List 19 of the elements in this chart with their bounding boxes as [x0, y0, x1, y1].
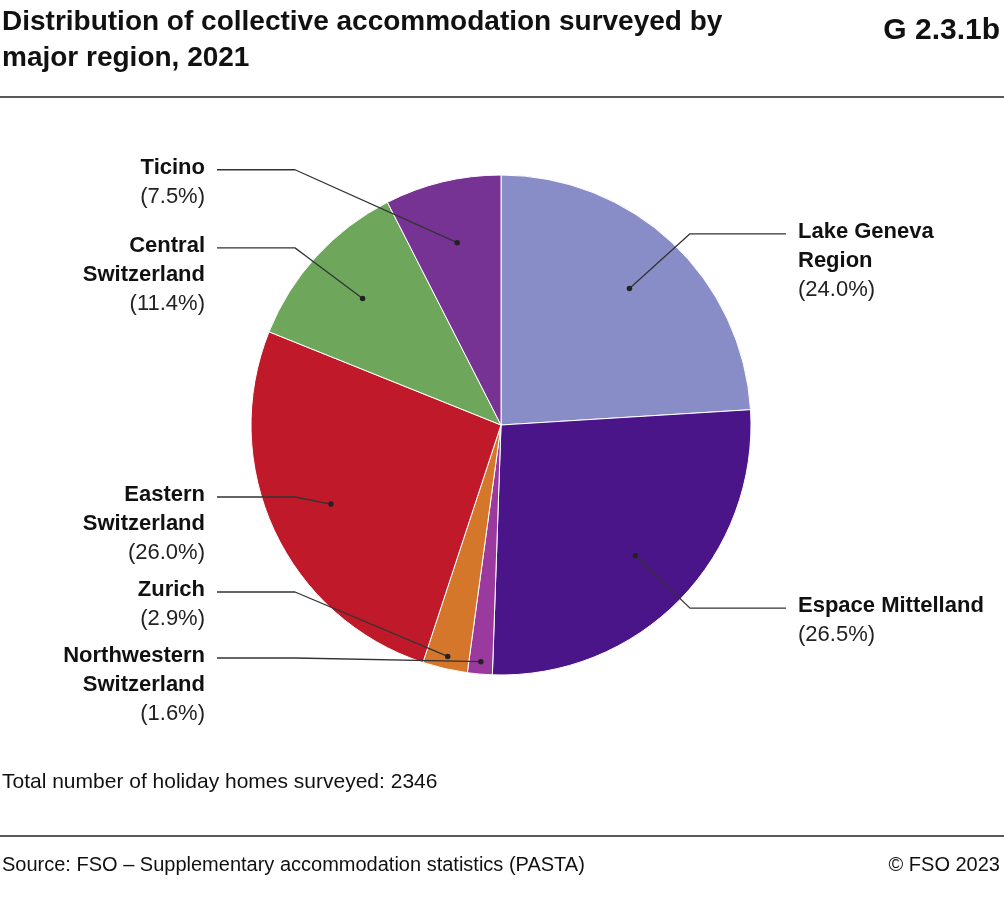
source-note: Source: FSO – Supplementary accommodation statistics (PASTA): [2, 853, 585, 875]
data-label: (24.0%): [798, 275, 876, 301]
data-label: (11.4%): [129, 289, 205, 315]
slice-label: Zurich: [137, 576, 205, 601]
slice-label: Central Switzerland: [82, 231, 205, 286]
data-label: (26.0%): [127, 539, 205, 564]
text: G 2.3.1b: [883, 12, 1000, 45]
text: Total number of holiday homes surveyed: 2346: [2, 769, 438, 792]
chart-title: Distribution of collective accommodation surveyed by major region, 2021: [2, 5, 723, 72]
data-label: (26.5%): [798, 621, 876, 647]
text: © FSO 2023: [888, 853, 1000, 875]
slice-label: Espace Mittelland: [798, 592, 984, 618]
data-label: (2.9%): [140, 605, 205, 630]
data-label: (1.6%): [140, 700, 205, 725]
slice-label: Ticino: [140, 153, 205, 179]
slice-label: Eastern Switzerland: [82, 481, 205, 535]
slice-label: Lake Geneva Region: [798, 217, 935, 272]
data-label: (7.5%): [140, 182, 205, 208]
slice-label: Northwestern Switzerland: [63, 642, 205, 696]
